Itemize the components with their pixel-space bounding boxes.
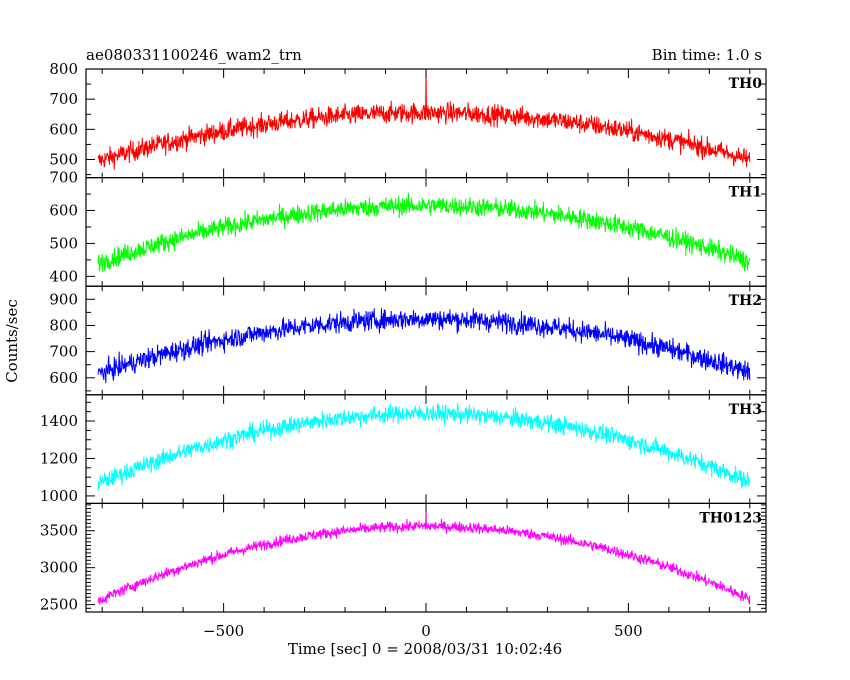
x-tick-label: 0: [421, 622, 431, 640]
panel-th0123: 2500 3000 3500 TH0123: [40, 502, 767, 614]
x-axis-title: Time [sec] 0 = 2008/03/31 10:02:46: [288, 640, 562, 658]
x-tick-label: −500: [203, 622, 244, 640]
y-tick-label: 1400: [40, 412, 78, 430]
series-line-th2: [97, 308, 751, 384]
panel-th2: 600 700 800 900 TH2: [49, 285, 767, 396]
panel-label: TH0123: [699, 510, 762, 526]
x-tick-label: 500: [614, 622, 643, 640]
y-tick-label: 3500: [40, 522, 78, 540]
y-tick-label: 600: [49, 202, 78, 220]
series-line-th0: [97, 68, 751, 170]
y-tick-label: 600: [49, 120, 78, 138]
y-axis-title: Counts/sec: [3, 299, 21, 383]
y-tick-label: 700: [49, 343, 78, 361]
series-line-th1: [97, 192, 751, 273]
y-tick-label: 600: [49, 369, 78, 387]
panel-label: TH2: [729, 293, 762, 309]
panel-th1: 400 500 600 700 TH1: [49, 169, 767, 287]
chart-title: ae080331100246_wam2_trn: [86, 46, 302, 64]
panels: 500 600 700 800 TH0 400 500 600 700 TH1 600 700 800 9…: [40, 60, 767, 640]
y-tick-label: 2500: [40, 596, 78, 614]
y-tick-label: 3000: [40, 559, 78, 577]
y-tick-label: 500: [49, 151, 78, 169]
panel-label: TH1: [729, 185, 762, 201]
y-tick-label: 700: [49, 90, 78, 108]
y-tick-label: 800: [49, 60, 78, 78]
y-tick-label: 1000: [40, 487, 78, 505]
panel-label: TH0: [729, 76, 763, 92]
y-tick-label: 1200: [40, 449, 78, 467]
y-tick-label: 800: [49, 316, 78, 334]
bin-time-label: Bin time: 1.0 s: [652, 46, 762, 64]
series-line-th3: [97, 402, 751, 491]
panel-th0: 500 600 700 800 TH0: [49, 60, 767, 179]
y-tick-label: 500: [49, 234, 78, 252]
y-tick-label: 900: [49, 290, 78, 308]
y-tick-label: 400: [49, 267, 78, 285]
series-line-th0123: [97, 508, 751, 605]
panel-label: TH3: [729, 402, 762, 418]
panel-th3: 1000 1200 1400 TH3: [40, 394, 767, 505]
y-tick-label: 700: [49, 169, 78, 187]
